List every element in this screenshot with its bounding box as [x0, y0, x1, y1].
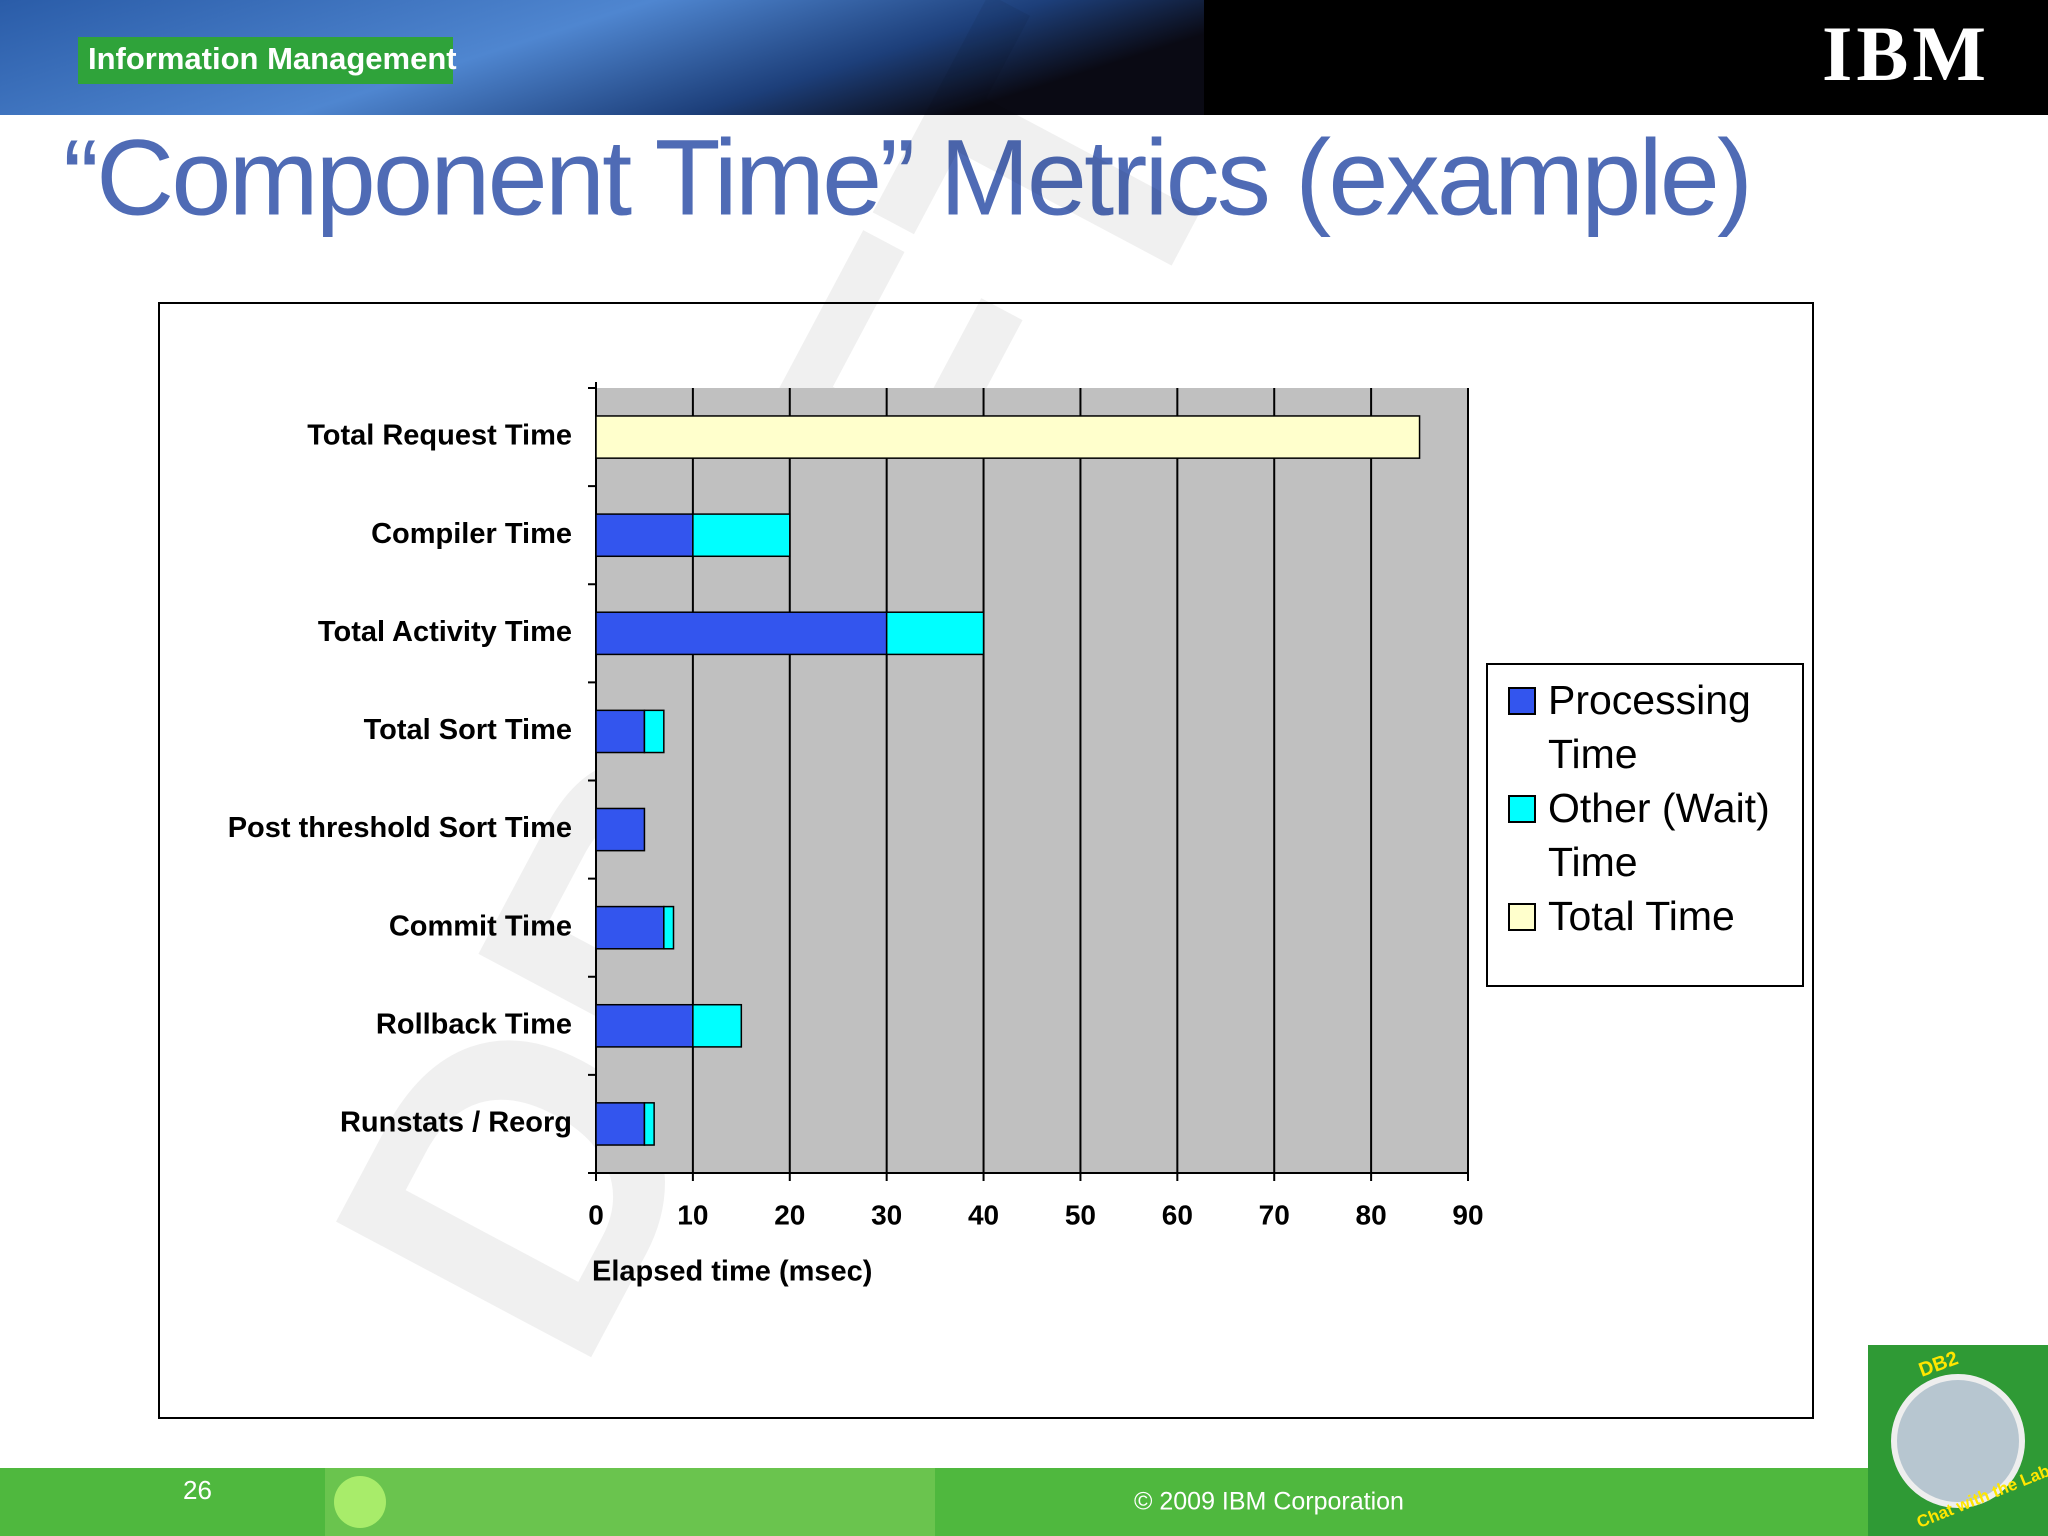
bar-segment: [663, 905, 675, 950]
x-tick-label: 40: [968, 1199, 999, 1230]
bar-segment: [595, 611, 888, 656]
legend-swatch: [1508, 903, 1536, 931]
x-tick-label: 20: [774, 1199, 805, 1230]
x-tick-label: 30: [871, 1199, 902, 1230]
bar-segment: [885, 611, 985, 656]
bar-segment: [595, 807, 646, 852]
y-tick-label: Commit Time: [389, 910, 572, 942]
x-tick-label: 60: [1162, 1199, 1193, 1230]
y-tick-label: Total Activity Time: [318, 616, 572, 648]
footer-bar: [0, 1468, 2048, 1536]
legend-swatch: [1508, 687, 1536, 715]
bar-segment: [595, 415, 1421, 459]
x-tick-label: 80: [1356, 1199, 1387, 1230]
bar-segment: [643, 709, 665, 754]
y-tick-label: Runstats / Reorg: [340, 1107, 572, 1139]
slide-title: “Component Time” Metrics (example): [63, 117, 1753, 238]
legend-item: Other (Wait) Time: [1508, 781, 1794, 889]
y-tick-label: Total Request Time: [307, 420, 572, 452]
bar-segment: [692, 1003, 743, 1048]
ibm-logo: IBM: [1822, 10, 1986, 97]
page-number: 26: [183, 1475, 212, 1505]
bar-segment: [595, 709, 646, 754]
badge-circle: [1891, 1374, 2025, 1508]
x-axis-label: Elapsed time (msec): [592, 1256, 872, 1288]
x-tick-label: 90: [1452, 1199, 1483, 1230]
legend-item: Total Time: [1508, 889, 1794, 943]
footer-strip: [325, 1468, 935, 1536]
section-label: Information Management: [88, 41, 457, 76]
bar-segment: [595, 513, 694, 558]
legend-swatch: [1508, 795, 1536, 823]
section-badge: [78, 37, 453, 84]
bar-segment: [692, 513, 791, 558]
copyright: © 2009 IBM Corporation: [1134, 1488, 1404, 1516]
x-tick-label: 10: [677, 1199, 708, 1230]
legend-label: Total Time: [1548, 893, 1735, 939]
x-tick-label: 0: [588, 1199, 604, 1230]
footer-deco: [334, 1476, 386, 1528]
bar-segment: [595, 1003, 694, 1048]
plot-area: [596, 388, 1468, 1173]
y-tick-label: Total Sort Time: [364, 714, 572, 746]
bar-segment: [643, 1102, 655, 1146]
y-tick-label: Rollback Time: [376, 1008, 572, 1040]
y-tick-label: Compiler Time: [371, 518, 572, 550]
y-tick-label: Post threshold Sort Time: [228, 812, 572, 844]
x-tick-label: 50: [1065, 1199, 1096, 1230]
header-black: [1204, 0, 2048, 115]
legend-label: Processing Time: [1548, 677, 1751, 777]
legend: Processing Time Other (Wait) Time Total Ti…: [1486, 663, 1804, 987]
legend-label: Other (Wait) Time: [1548, 785, 1770, 885]
x-tick-label: 70: [1259, 1199, 1290, 1230]
bar-segment: [595, 905, 665, 950]
bar-segment: [595, 1102, 646, 1146]
legend-item: Processing Time: [1508, 673, 1794, 781]
